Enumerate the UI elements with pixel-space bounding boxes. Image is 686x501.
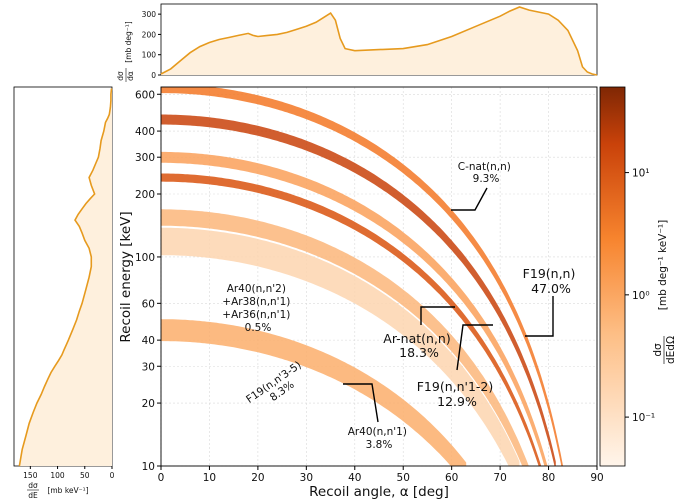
- colorbar: 10¹ 10⁰ 10⁻¹ dσ dEdΩ [mb deg⁻¹ keV⁻¹]: [599, 86, 677, 467]
- top-area-fill: [161, 7, 597, 75]
- colorbar-tick-label: 10¹: [632, 168, 650, 180]
- colorbar-tick-label: 10⁰: [632, 290, 650, 302]
- main-bands: [161, 87, 564, 466]
- left-xtick-label: 100: [50, 471, 65, 480]
- x-tick-label: 10: [203, 472, 216, 484]
- left-xlabel-num: dσ: [28, 481, 38, 490]
- left-xlabel-units: [mb keV⁻¹]: [47, 486, 88, 495]
- annotation-ar40n2: Ar40(n,n'2) +Ar38(n,n'1) +Ar36(n,n'1) 0.…: [222, 283, 293, 334]
- left-marginal-plot: 150 100 50 0 dσ dE [mb keV⁻¹]: [13, 86, 115, 500]
- x-tick-label: 30: [300, 472, 313, 484]
- band-f19-n-n-1-2-: [161, 151, 548, 466]
- annotation-arnat: Ar-nat(n,n) 18.3%: [383, 331, 454, 360]
- band-ar40-n-n-2-: [161, 227, 520, 466]
- x-tick-label: 20: [251, 472, 264, 484]
- y-tick-label: 20: [142, 398, 155, 410]
- band-shape: [161, 319, 467, 466]
- x-tick-label: 90: [590, 472, 603, 484]
- x-tick-label: 40: [348, 472, 361, 484]
- y-tick-label: 300: [135, 152, 155, 164]
- annotation-f19nn: F19(n,n) 47.0%: [523, 266, 580, 296]
- leader-arnat: [420, 306, 455, 325]
- top-marginal-plot: 0 100 200 300 dσ dα [mb deg⁻¹]: [116, 3, 598, 82]
- y-tick-label: 40: [142, 335, 155, 347]
- band-shape: [161, 227, 520, 466]
- left-xtick-label: 150: [23, 471, 38, 480]
- x-axis-title: Recoil angle, α [deg]: [309, 484, 449, 500]
- band-shape: [161, 151, 548, 466]
- colorbar-label: dσ dEdΩ [mb deg⁻¹ keV⁻¹]: [652, 220, 677, 364]
- band-ar-nat-n-n-: [161, 173, 542, 466]
- band-ar40-n-n-1-: [161, 319, 467, 466]
- top-ylabel-num: dσ: [116, 71, 125, 81]
- leader-cnat: [451, 187, 488, 211]
- top-ytick-label: 100: [142, 51, 157, 60]
- main-plot: 0 10 20 30 40 50 60 70 80 90 10203040601002003004…: [118, 86, 604, 500]
- colorbar-label-units: [mb deg⁻¹ keV⁻¹]: [657, 220, 669, 310]
- annotation-ar40n1: Ar40(n,n'1) 3.8%: [348, 426, 411, 451]
- top-marginal-yticks: 0 100 200 300: [142, 10, 161, 80]
- y-tick-label: 60: [142, 298, 155, 310]
- x-tick-label: 60: [445, 472, 458, 484]
- left-xtick-label: 50: [80, 471, 90, 480]
- top-marginal-ylabel: dσ dα [mb deg⁻¹]: [116, 21, 135, 82]
- x-tick-label: 50: [397, 472, 410, 484]
- y-tick-label: 400: [135, 126, 155, 138]
- band-shape: [161, 209, 529, 466]
- top-ytick-label: 200: [142, 30, 157, 39]
- colorbar-tick-label: 10⁻¹: [632, 412, 655, 424]
- main-plot-frame: [160, 86, 598, 467]
- main-yticks: 10 20 30 40 60 100 200 300 400 600: [135, 89, 161, 473]
- annotation-leaders: [343, 187, 554, 423]
- top-ytick-label: 0: [151, 71, 156, 80]
- y-tick-label: 200: [135, 189, 155, 201]
- annotation-cnat: C-nat(n,n) 9.3%: [458, 161, 515, 185]
- leader-ar40n1: [343, 383, 379, 423]
- colorbar-label-num: dσ: [652, 343, 664, 357]
- y-tick-label: 600: [135, 89, 155, 101]
- y-axis-title: Recoil energy [keV]: [118, 211, 134, 342]
- y-tick-label: 100: [135, 252, 155, 264]
- colorbar-ticks: 10¹ 10⁰ 10⁻¹: [625, 168, 655, 424]
- left-xlabel-den: dE: [28, 491, 38, 500]
- band-shape: [161, 173, 542, 466]
- left-marginal-area: [18, 88, 113, 467]
- x-tick-label: 0: [158, 472, 165, 484]
- left-marginal-xlabel: dσ dE [mb keV⁻¹]: [27, 481, 89, 500]
- y-tick-label: 30: [142, 361, 155, 373]
- colorbar-label-den: dEdΩ: [665, 336, 677, 364]
- left-marginal-xticks: 150 100 50 0: [23, 466, 115, 480]
- y-tick-label: 10: [142, 461, 155, 473]
- left-area-fill: [19, 88, 112, 467]
- band-f19-n-n-3-5-: [161, 209, 529, 466]
- top-ytick-label: 300: [142, 10, 157, 19]
- colorbar-gradient: [599, 86, 626, 467]
- leader-f19n12: [456, 324, 493, 371]
- x-tick-label: 70: [493, 472, 506, 484]
- top-marginal-area: [160, 6, 598, 76]
- main-xticks: 0 10 20 30 40 50 60 70 80 90: [158, 466, 604, 484]
- top-ylabel-units: [mb deg⁻¹]: [124, 21, 133, 62]
- top-ylabel-den: dα: [126, 71, 135, 81]
- top-area-line: [160, 6, 598, 76]
- annotation-f19n12: F19(n,n'1-2) 12.9%: [417, 379, 498, 409]
- left-area-line: [18, 88, 113, 467]
- left-xtick-label: 0: [110, 471, 115, 480]
- x-tick-label: 80: [542, 472, 555, 484]
- leader-f19nn: [525, 296, 554, 337]
